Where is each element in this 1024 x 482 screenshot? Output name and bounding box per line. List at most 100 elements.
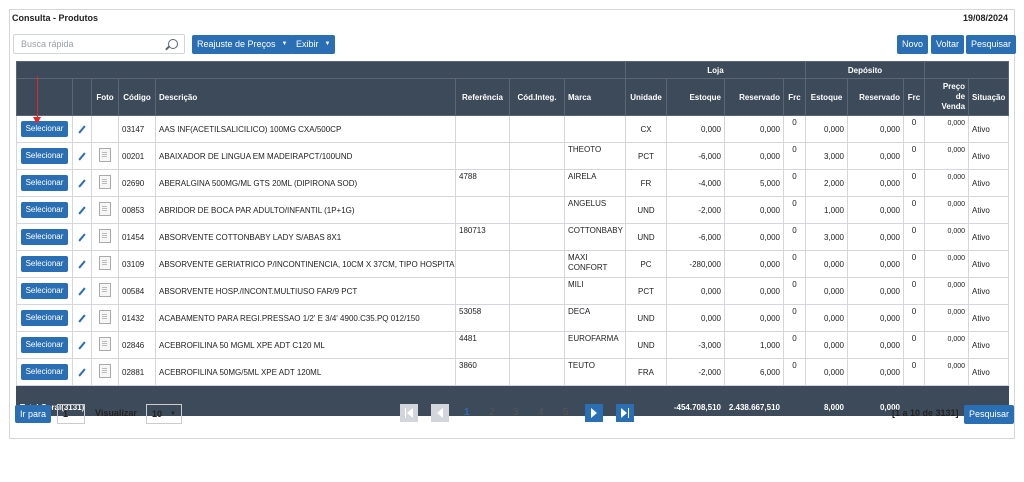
photo-icon[interactable] <box>99 364 111 378</box>
pencil-icon[interactable] <box>78 340 86 350</box>
photo-cell <box>91 304 119 332</box>
select-button[interactable]: Selecionar <box>20 337 69 353</box>
cell-situacao: Ativo <box>968 331 1010 359</box>
page-number-input[interactable]: 1 <box>57 404 85 424</box>
first-page-button[interactable] <box>400 404 418 422</box>
page-link-3[interactable]: 3 <box>513 407 519 418</box>
table-row[interactable]: Selecionar 01432 ACABAMENTO PARA REGI.PRES… <box>16 304 1010 332</box>
col-dep-frc[interactable]: Frc <box>903 78 926 116</box>
page-link-2[interactable]: 2 <box>489 407 495 418</box>
cell-dep-reservado: 0,000 <box>847 277 905 305</box>
col-loja-frc[interactable]: Frc <box>782 78 807 116</box>
col-loja-reservado[interactable]: Reservado <box>724 78 784 116</box>
pencil-icon[interactable] <box>78 178 86 188</box>
photo-icon[interactable] <box>99 310 111 324</box>
cell-situacao: Ativo <box>968 250 1010 278</box>
pencil-icon[interactable] <box>78 205 86 215</box>
cell-dep-estoque: 2,000 <box>805 169 849 197</box>
pesquisar-button[interactable]: Pesquisar <box>966 35 1017 54</box>
novo-button[interactable]: Novo <box>897 35 929 54</box>
col-situacao[interactable]: Situação <box>968 78 1010 116</box>
page-size-select[interactable]: 10 ▼ <box>146 404 182 424</box>
photo-icon[interactable] <box>99 337 111 351</box>
select-button[interactable]: Selecionar <box>20 229 69 245</box>
table-row[interactable]: Selecionar 00584 ABSORVENTE HOSP./INCONT.M… <box>16 277 1010 305</box>
col-loja-estoque[interactable]: Estoque <box>666 78 725 116</box>
select-cell: Selecionar <box>16 142 73 170</box>
prev-page-button[interactable] <box>431 404 449 422</box>
col-unidade[interactable]: Unidade <box>625 78 667 116</box>
col-dep-reservado[interactable]: Reservado <box>847 78 905 116</box>
search-input[interactable]: Busca rápida <box>13 34 185 54</box>
photo-icon[interactable] <box>99 148 111 162</box>
select-button[interactable]: Selecionar <box>20 256 69 272</box>
cell-codigo: 00584 <box>118 277 156 305</box>
pencil-icon[interactable] <box>78 232 86 242</box>
table-row[interactable]: Selecionar 02881 ACEBROFILINA 50MG/5ML XPE… <box>16 358 1010 386</box>
exibir-button[interactable]: Exibir ▼ <box>291 35 336 54</box>
pencil-icon[interactable] <box>78 124 86 134</box>
pencil-icon[interactable] <box>78 286 86 296</box>
page-link-5[interactable]: 5 <box>563 407 569 418</box>
col-foto[interactable]: Foto <box>91 78 119 116</box>
photo-icon[interactable] <box>99 283 111 297</box>
pencil-icon[interactable] <box>78 151 86 161</box>
select-button[interactable]: Selecionar <box>20 121 69 137</box>
pencil-icon[interactable] <box>78 313 86 323</box>
search-icon[interactable] <box>168 39 178 49</box>
cell-referencia <box>455 115 510 143</box>
next-page-button[interactable] <box>585 404 603 422</box>
col-referencia[interactable]: Referência <box>455 78 510 116</box>
cell-situacao: Ativo <box>968 196 1010 224</box>
table-row[interactable]: Selecionar 03109 ABSORVENTE GERIATRICO P/I… <box>16 250 1010 278</box>
table-row[interactable]: Selecionar 00201 ABAIXADOR DE LINGUA EM MA… <box>16 142 1010 170</box>
cell-cod-integ <box>509 115 565 143</box>
col-descricao[interactable]: Descrição <box>155 78 456 116</box>
photo-icon[interactable] <box>99 202 111 216</box>
table-row[interactable]: Selecionar 02846 ACEBROFILINA 50 MGML XPE … <box>16 331 1010 359</box>
cell-dep-reservado: 0,000 <box>847 331 905 359</box>
col-marca[interactable]: Marca <box>564 78 626 116</box>
cell-marca <box>564 115 626 143</box>
chevron-down-icon: ▼ <box>281 41 288 48</box>
photo-icon[interactable] <box>99 175 111 189</box>
edit-cell <box>72 169 92 197</box>
last-page-button[interactable] <box>616 404 634 422</box>
cell-dep-frc: 0 <box>903 358 926 386</box>
prev-page-icon <box>437 408 443 418</box>
cell-loja-reservado: 0,000 <box>724 223 784 251</box>
table-row[interactable]: Selecionar 03147 AAS INF(ACETILSALICILICO)… <box>16 115 1010 143</box>
col-dep-estoque[interactable]: Estoque <box>805 78 849 116</box>
cell-dep-frc: 0 <box>903 196 926 224</box>
page-link-4[interactable]: 4 <box>538 407 544 418</box>
cell-dep-estoque: 0,000 <box>805 250 849 278</box>
pencil-icon[interactable] <box>78 367 86 377</box>
select-button[interactable]: Selecionar <box>20 283 69 299</box>
table-row[interactable]: Selecionar 00853 ABRIDOR DE BOCA PAR ADULT… <box>16 196 1010 224</box>
select-button[interactable]: Selecionar <box>20 310 69 326</box>
select-button[interactable]: Selecionar <box>20 202 69 218</box>
col-cod-integ[interactable]: Cód.Integ. <box>509 78 565 116</box>
ir-para-button[interactable]: Ir para <box>15 405 52 423</box>
page-link-1[interactable]: 1 <box>464 407 470 418</box>
cell-preco: 0,000 <box>924 196 970 224</box>
photo-icon[interactable] <box>99 229 111 243</box>
pencil-icon[interactable] <box>78 259 86 269</box>
select-cell: Selecionar <box>16 277 73 305</box>
table-row[interactable]: Selecionar 02690 ABERALGINA 500MG/ML GTS 2… <box>16 169 1010 197</box>
select-button[interactable]: Selecionar <box>20 148 69 164</box>
col-codigo[interactable]: Código <box>118 78 156 116</box>
cell-loja-frc: 0 <box>782 169 807 197</box>
pesquisar-footer-button[interactable]: Pesquisar <box>964 405 1015 424</box>
voltar-button[interactable]: Voltar <box>931 35 965 54</box>
cell-loja-reservado: 1,000 <box>724 331 784 359</box>
select-button[interactable]: Selecionar <box>20 364 69 380</box>
select-button[interactable]: Selecionar <box>20 175 69 191</box>
col-preco-venda[interactable]: Preço de Venda <box>924 78 970 116</box>
table-row[interactable]: Selecionar 01454 ABSORVENTE COTTONBABY LAD… <box>16 223 1010 251</box>
cell-codigo: 01432 <box>118 304 156 332</box>
photo-icon[interactable] <box>99 256 111 270</box>
cell-dep-reservado: 0,000 <box>847 115 905 143</box>
reajuste-precos-button[interactable]: Reajuste de Preços ▼ <box>192 35 293 54</box>
cell-dep-estoque: 0,000 <box>805 277 849 305</box>
